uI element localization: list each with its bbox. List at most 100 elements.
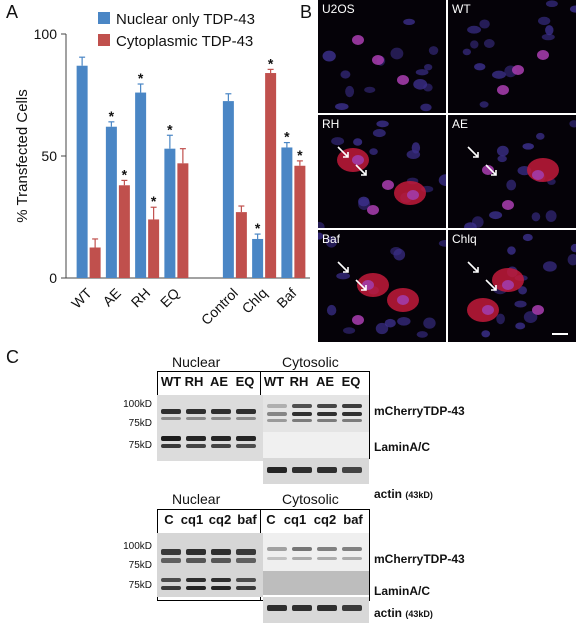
nucleus (423, 317, 436, 329)
lane-label: EQ (235, 374, 255, 389)
blot-band (342, 547, 362, 551)
bar (135, 92, 147, 278)
blot-band (186, 436, 206, 441)
blot2-nuclear-lane-labels: C cq1 cq2 baf (160, 512, 260, 527)
blot-band (236, 586, 256, 590)
nucleus (518, 286, 527, 295)
significance-marker: * (284, 129, 290, 145)
micrograph-tile: U2OS (318, 0, 446, 113)
bar (76, 65, 88, 278)
blot-strip (157, 395, 263, 461)
nucleus (318, 221, 325, 228)
nucleus (523, 311, 538, 323)
blot-band (236, 549, 256, 555)
micrograph-label: RH (322, 117, 340, 131)
blot-band (317, 412, 337, 416)
blot1-protein-mcherry: mCherryTDP-43 (374, 404, 465, 418)
blot-band (161, 549, 181, 555)
blot-band (211, 549, 231, 555)
y-tick-label: 50 (41, 148, 57, 164)
blot-band (186, 417, 206, 420)
nucleus (369, 148, 378, 155)
arrow-line (337, 146, 349, 158)
lane-label: AE (209, 374, 229, 389)
transfected-nucleus (482, 165, 494, 175)
x-tick-label: Chlq (239, 285, 271, 317)
micrograph-tile: RH (318, 115, 446, 228)
arrow-line (467, 146, 479, 158)
cytoplasmic-signal (527, 158, 559, 182)
nucleus (438, 174, 446, 187)
nucleus (413, 78, 428, 90)
arrow-head (473, 152, 479, 158)
nucleus (353, 138, 363, 146)
transfected-nucleus (397, 75, 409, 85)
blot-band (161, 417, 181, 420)
transfected-nucleus (367, 205, 379, 215)
y-tick-label: 100 (34, 26, 58, 42)
arrow-head (491, 285, 497, 291)
bar (118, 185, 130, 278)
lane-label: WT (263, 374, 285, 389)
bar (164, 148, 176, 278)
blot-band (292, 404, 312, 408)
x-tick-label: EQ (157, 285, 183, 311)
lane-label: WT (160, 374, 182, 389)
lane-label: RH (289, 374, 309, 389)
lane-label: cq2 (313, 512, 337, 527)
bar (105, 126, 117, 278)
blot-band (267, 419, 287, 422)
protein-weight: (43kD) (405, 609, 433, 619)
protein-name: actin (374, 487, 403, 501)
nucleus (340, 70, 351, 79)
legend-swatch (98, 12, 110, 24)
micrograph-grid: U2OS WT RH AE Baf Chlq (318, 0, 576, 342)
nucleus (541, 33, 555, 41)
nucleus (522, 143, 534, 150)
nucleus (331, 137, 345, 146)
micrograph-label: WT (452, 2, 471, 16)
lane-label: baf (343, 512, 363, 527)
blot-band (161, 558, 181, 563)
blot-band (236, 436, 256, 441)
lane-label: C (266, 512, 276, 527)
blot-band (292, 412, 312, 416)
nucleus (416, 331, 428, 338)
transfected-nucleus (407, 190, 419, 200)
nucleus (390, 47, 404, 60)
arrow-head (361, 285, 367, 291)
nucleus (428, 46, 439, 55)
transfected-nucleus (397, 295, 409, 305)
blot2-marker-75kd-lamin: 75kD (128, 580, 152, 591)
blot-band (211, 409, 231, 414)
bar (294, 165, 306, 278)
blot-band (236, 409, 256, 414)
transfected-nucleus (482, 305, 494, 315)
nucleus (406, 150, 421, 160)
nucleus (372, 129, 386, 138)
significance-marker: * (138, 70, 144, 86)
blot2-cytosolic-lane-labels: C cq1 cq2 baf (262, 512, 366, 527)
blot-band (317, 419, 337, 422)
y-axis-label: % Transfected Cells (14, 89, 31, 222)
bar (281, 147, 293, 278)
panel-letter-b: B (300, 2, 313, 22)
legend-swatch (98, 34, 110, 46)
nucleus (322, 50, 336, 62)
blot-band (267, 467, 287, 473)
blot1-protein-lamin: LaminA/C (374, 440, 431, 454)
nucleus (515, 322, 526, 330)
transfected-nucleus (497, 85, 509, 95)
blot-strip (263, 571, 369, 595)
blot2-cytosolic-header: Cytosolic (282, 491, 339, 507)
blot-band (292, 557, 312, 560)
x-tick-label: Baf (273, 285, 299, 311)
blot-band (236, 558, 256, 563)
blot-band (267, 547, 287, 551)
blot1-marker-75kd: 75kD (128, 418, 152, 429)
panel-letter-c: C (6, 347, 19, 367)
blot-band (161, 444, 181, 448)
arrow-line (485, 164, 497, 176)
blot-band (342, 419, 362, 422)
x-tick-label: Control (198, 285, 241, 328)
